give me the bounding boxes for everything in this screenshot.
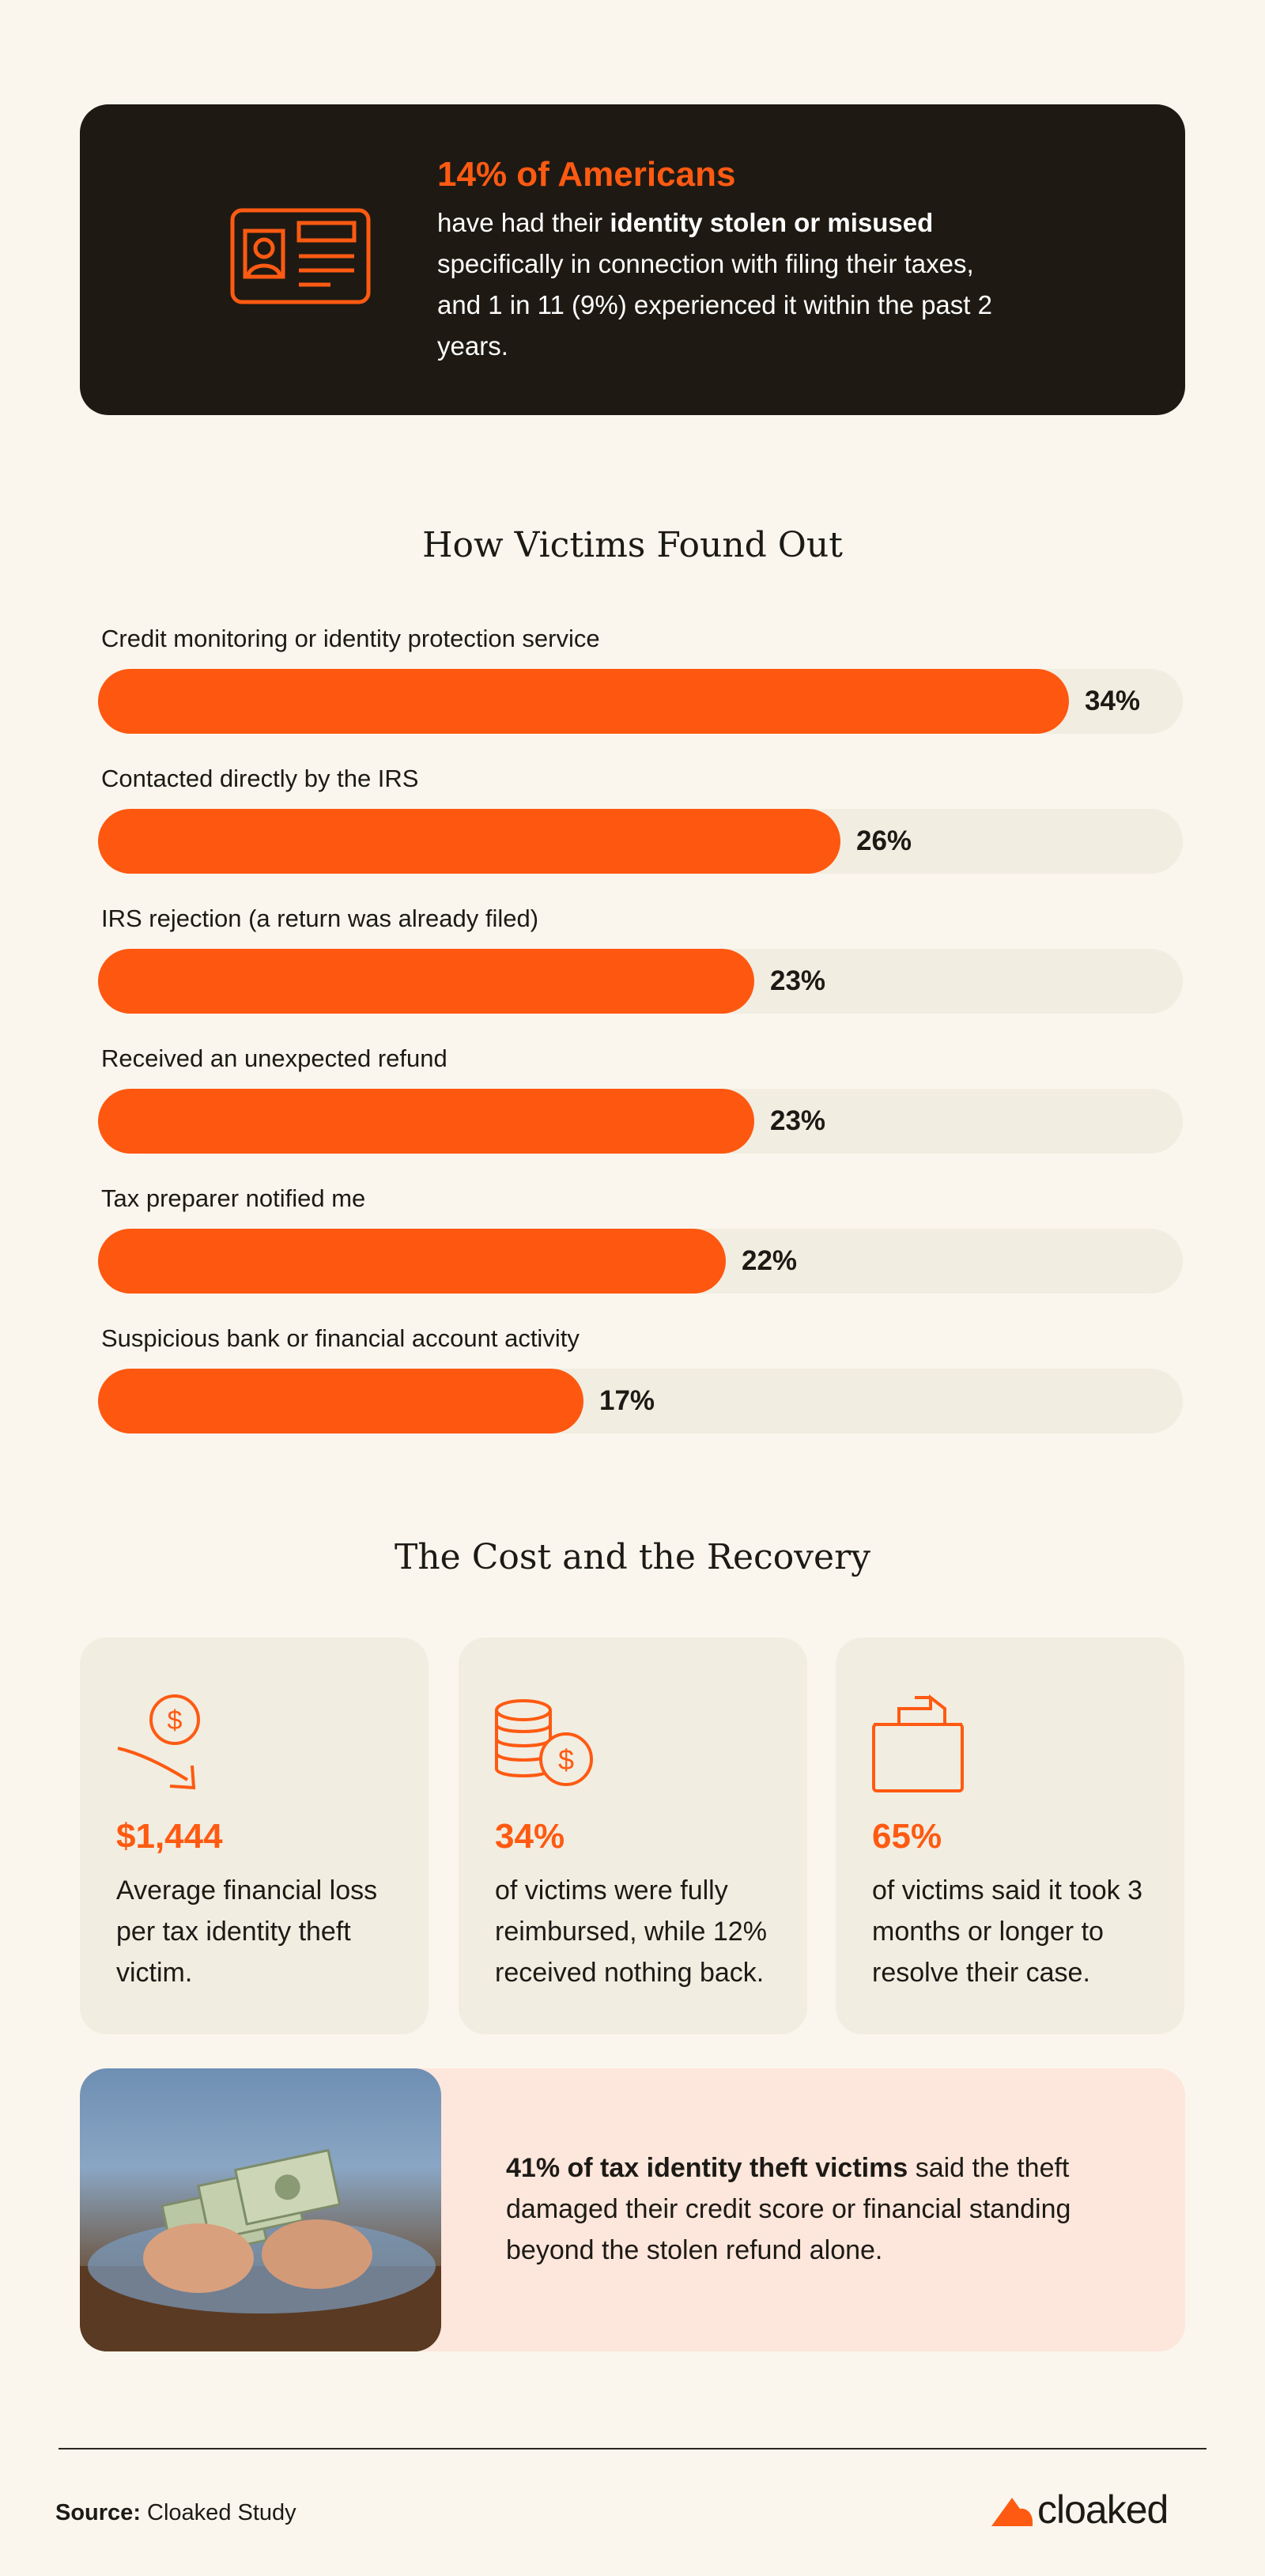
hands-counting-cash-photo	[80, 2068, 441, 2351]
bar-value-label: 34%	[1085, 686, 1141, 716]
bar-track: 26%	[98, 809, 1183, 874]
bar-track: 22%	[98, 1229, 1183, 1294]
source-credit: Source: Cloaked Study	[55, 2500, 296, 2525]
svg-text:$: $	[558, 1743, 574, 1776]
hero-headline: 14% of Americans	[437, 155, 736, 194]
bar-value-label: 23%	[770, 1105, 826, 1136]
bar-label: Credit monitoring or identity protection…	[101, 625, 600, 652]
hero-banner	[80, 104, 1185, 415]
bar-value-label: 23%	[770, 965, 826, 996]
cost-section-title: The Cost and the Recovery	[395, 1537, 870, 1577]
bar-label: Contacted directly by the IRS	[101, 765, 419, 792]
bar-value-label: 26%	[856, 825, 912, 856]
bar	[98, 1369, 583, 1433]
card-text: Average financial loss per tax identity …	[116, 1875, 378, 1988]
brand-name: cloaked	[1037, 2487, 1169, 2532]
bar	[98, 809, 840, 874]
svg-text:$: $	[168, 1705, 183, 1736]
dollar-down-icon: $	[117, 1694, 200, 1790]
cloaked-logo-icon	[991, 2498, 1033, 2526]
hero-description: have had their identity stolen or misuse…	[437, 208, 992, 361]
card-stat: $1,444	[116, 1817, 223, 1856]
bar-track: 23%	[98, 1089, 1183, 1154]
chart-title: How Victims Found Out	[422, 525, 843, 565]
callout-text: 41% of tax identity theft victims said t…	[506, 2153, 1071, 2265]
bar-label: Tax preparer notified me	[101, 1184, 366, 1212]
card-text: of victims said it took 3 months or long…	[872, 1875, 1143, 1988]
callout-panel: 41% of tax identity theft victims said t…	[80, 2068, 1185, 2351]
bar-track: 34%	[98, 669, 1183, 734]
bar	[98, 669, 1069, 734]
bar-track: 17%	[98, 1369, 1183, 1433]
bar	[98, 1089, 754, 1154]
card-text: of victims were fully reimbursed, while …	[495, 1875, 767, 1988]
bar-label: Received an unexpected refund	[101, 1044, 447, 1072]
id-card-icon	[230, 208, 371, 304]
bar	[98, 949, 754, 1014]
brand-logo: cloaked	[988, 2487, 1194, 2534]
stat-card-reimbursed: $ 34% of victims were fully reimbursed, …	[459, 1637, 807, 2034]
bar	[98, 1229, 726, 1294]
stat-card-resolution: 65% of victims said it took 3 months or …	[836, 1637, 1184, 2034]
stat-card-loss: $ $1,444 Average financial loss per tax …	[80, 1637, 429, 2034]
bar-track: 23%	[98, 949, 1183, 1014]
card-stat: 65%	[872, 1817, 942, 1856]
bar-label: IRS rejection (a return was already file…	[101, 905, 539, 932]
document-tray-icon	[872, 1694, 964, 1792]
bar-value-label: 22%	[742, 1245, 798, 1276]
bar-label: Suspicious bank or financial account act…	[101, 1324, 580, 1352]
card-stat: 34%	[495, 1817, 565, 1856]
footer-divider	[59, 2448, 1206, 2449]
bar-value-label: 17%	[599, 1385, 655, 1416]
coin-stack-icon: $	[495, 1699, 593, 1786]
